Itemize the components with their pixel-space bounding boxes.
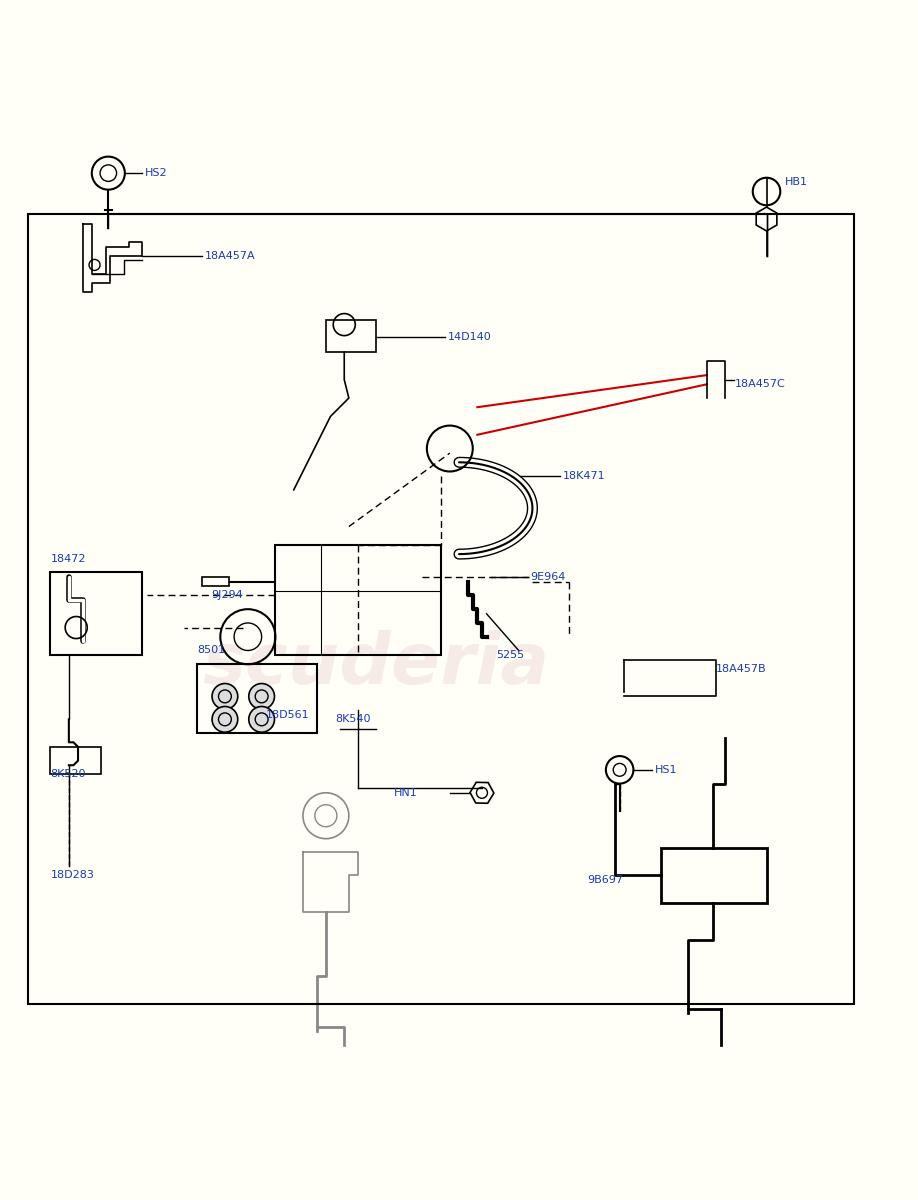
Text: 9J294: 9J294 [211, 590, 243, 600]
Bar [50, 746, 101, 774]
Text: HS2: HS2 [145, 168, 168, 178]
Text: scuderia: scuderia [202, 630, 549, 698]
Text: 14D140: 14D140 [448, 331, 492, 342]
Circle shape [249, 684, 274, 709]
Bar [275, 545, 441, 655]
Bar [202, 577, 230, 587]
Text: 9B697: 9B697 [588, 875, 623, 884]
Text: 8501: 8501 [197, 646, 226, 655]
Circle shape [212, 707, 238, 732]
Text: HN1: HN1 [394, 787, 418, 798]
Text: 18D561: 18D561 [266, 709, 310, 720]
Text: 18472: 18472 [50, 553, 86, 564]
Text: 8K540: 8K540 [335, 714, 371, 725]
Circle shape [212, 684, 238, 709]
Text: 18A457B: 18A457B [716, 664, 767, 674]
Bar [50, 572, 142, 655]
Text: 18A457C: 18A457C [734, 379, 785, 389]
Text: 5255: 5255 [496, 650, 524, 660]
Text: 8K520: 8K520 [50, 769, 86, 780]
Text: HS1: HS1 [655, 764, 677, 775]
Text: 9E964: 9E964 [531, 572, 566, 582]
Bar [326, 320, 376, 352]
Text: 18D283: 18D283 [50, 870, 95, 881]
Circle shape [249, 707, 274, 732]
Bar [197, 665, 317, 733]
Text: 18A457A: 18A457A [205, 251, 255, 260]
Bar [661, 848, 767, 902]
Text: 18K471: 18K471 [563, 472, 605, 481]
Bar [28, 215, 854, 1004]
Text: HB1: HB1 [785, 178, 808, 187]
